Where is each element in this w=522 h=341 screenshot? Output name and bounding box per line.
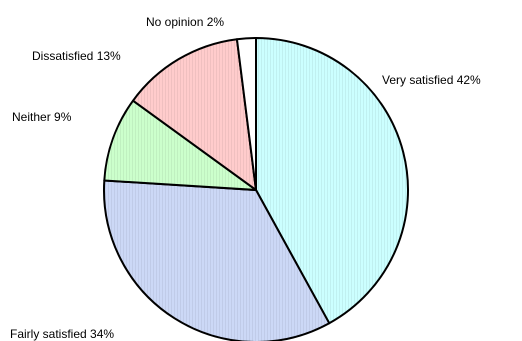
- pie-slice-fairly-satisfied: [103, 179, 331, 341]
- slice-labels: Very satisfied 42% Fairly satisfied 34% …: [10, 15, 481, 341]
- pie-slices: [103, 37, 409, 341]
- slice-label-very-satisfied: Very satisfied 42%: [382, 73, 481, 87]
- slice-label-dissatisfied: Dissatisfied 13%: [32, 49, 121, 63]
- pie-slice-neither: [103, 99, 257, 191]
- slice-label-neither: Neither 9%: [12, 110, 72, 124]
- pie-slice-very-satisfied: [255, 37, 409, 325]
- slice-label-no-opinion: No opinion 2%: [146, 15, 224, 29]
- pie-slice-no-opinion: [235, 37, 257, 191]
- slice-label-fairly-satisfied: Fairly satisfied 34%: [10, 327, 114, 341]
- pie-slice-dissatisfied: [132, 38, 257, 191]
